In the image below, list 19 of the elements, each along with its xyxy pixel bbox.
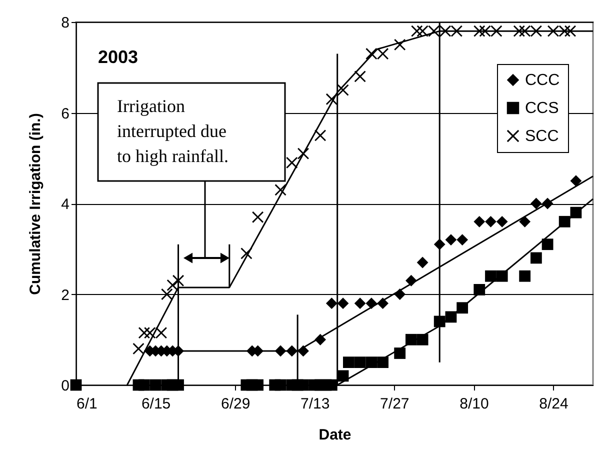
- x-tick-label: 7/13: [300, 396, 330, 412]
- legend-label: CCS: [525, 100, 559, 117]
- x-tick-label: 6/29: [220, 396, 250, 412]
- x-axis-title: Date: [318, 426, 352, 444]
- annotation: Irrigation interrupted due to high rainfall.: [117, 96, 228, 166]
- legend-label: CCC: [525, 72, 560, 89]
- x-tick-label: 6/15: [141, 396, 171, 412]
- y-tick-label: 8: [61, 14, 70, 32]
- y-tick-label: 4: [61, 196, 70, 213]
- y-tick-label: 0: [61, 378, 70, 394]
- y-tick-label: 2: [61, 286, 70, 304]
- legend-label: SCC: [525, 128, 559, 145]
- annotation: 2003: [98, 47, 138, 67]
- y-tick-label: 6: [61, 105, 70, 122]
- x-tick-label: 8/24: [539, 396, 568, 412]
- x-tick-label: 6/1: [76, 396, 98, 412]
- x-tick-label: 7/27: [380, 396, 410, 412]
- x-tick-label: 8/10: [460, 396, 489, 412]
- y-axis-title: Cumulative Irrigation (in.): [27, 113, 44, 295]
